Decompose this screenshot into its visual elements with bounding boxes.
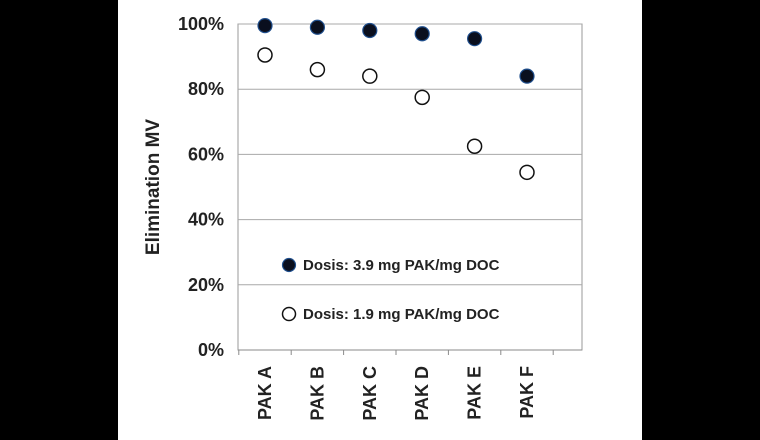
- y-tick-label: 100%: [178, 14, 224, 34]
- x-tick-label: PAK E: [465, 366, 485, 420]
- point-series-1: [414, 26, 430, 42]
- point-series-2: [466, 138, 483, 154]
- point-series-2: [257, 47, 273, 63]
- x-tick-label: PAK B: [307, 366, 327, 421]
- x-tick-label: PAK C: [360, 366, 380, 421]
- y-tick-label: 0%: [198, 340, 224, 360]
- y-tick-label: 60%: [188, 144, 224, 164]
- point-series-2: [414, 89, 430, 106]
- legend-label: Dosis: 3.9 mg PAK/mg DOC: [303, 257, 500, 274]
- point-series-1: [467, 31, 483, 47]
- y-axis-title: Elimination MV: [143, 119, 164, 256]
- point-series-2: [362, 68, 378, 84]
- point-series-1: [309, 19, 325, 35]
- y-tick-label: 80%: [188, 79, 224, 99]
- y-tick-label: 20%: [188, 275, 224, 295]
- legend-marker: [281, 257, 297, 273]
- legend-label: Dosis: 1.9 mg PAK/mg DOC: [303, 306, 500, 323]
- point-series-1: [519, 68, 535, 84]
- point-series-2: [309, 61, 326, 78]
- x-tick-label: PAK D: [412, 366, 432, 421]
- x-tick-label: PAK F: [517, 366, 537, 419]
- x-tick-label: PAK A: [255, 366, 275, 420]
- point-series-1: [362, 22, 378, 39]
- legend-marker: [281, 306, 297, 322]
- point-series-1: [257, 18, 273, 34]
- point-series-2: [519, 164, 535, 181]
- y-tick-label: 40%: [188, 210, 224, 230]
